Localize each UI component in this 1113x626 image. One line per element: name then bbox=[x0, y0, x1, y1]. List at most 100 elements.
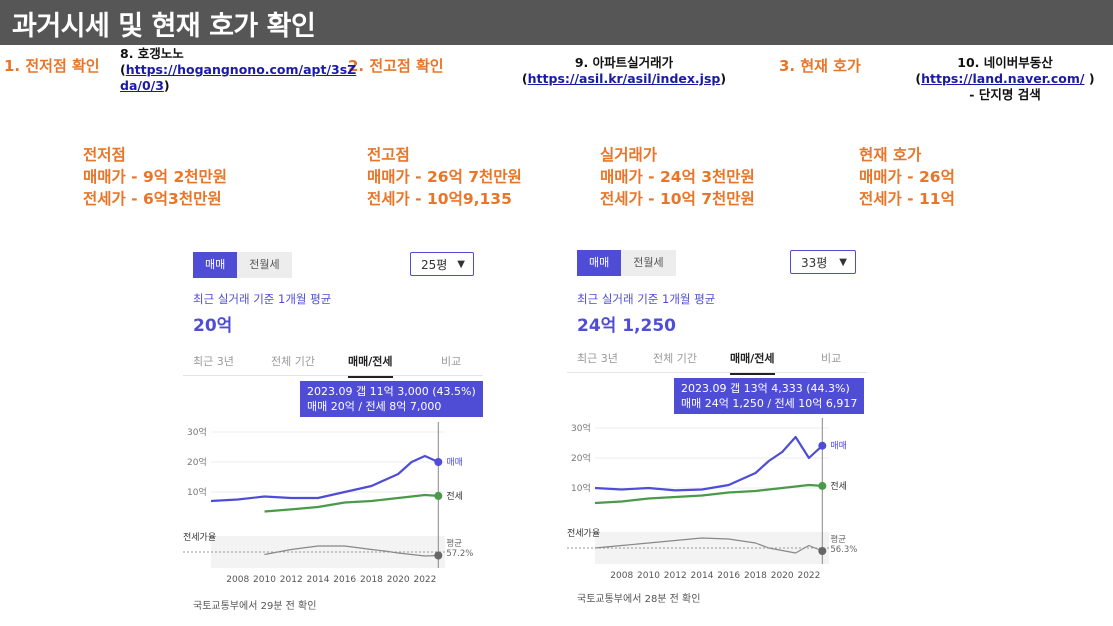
y-tick-label: 10억 bbox=[571, 482, 591, 494]
ratio-avg-value: 57.2% bbox=[446, 549, 473, 559]
x-tick-label: 2012 bbox=[664, 571, 687, 581]
summary-heading: 전고점 bbox=[367, 146, 410, 164]
tooltip-gap: 2023.09 갭 13억 4,333 (44.3%) bbox=[681, 382, 850, 395]
data-source-note: 국토교통부에서 28분 전 확인 bbox=[577, 594, 701, 605]
x-tick-label: 2014 bbox=[691, 571, 714, 581]
ratio-avg-value: 56.3% bbox=[830, 545, 857, 555]
step-2-label: 2. 전고점 확인 bbox=[348, 57, 444, 75]
price-card-25py: 매매 전월세 25평 ▼ 최근 실거래 기준 1개월 평균 20억 최근 3년 … bbox=[183, 252, 483, 617]
naver-land-link[interactable]: https://land.naver.com/ bbox=[921, 71, 1085, 86]
summary-low: 전저점 매매가 - 9억 2천만원 전세가 - 6억3천만원 bbox=[83, 144, 227, 210]
sale-series-label: 매매 bbox=[446, 457, 463, 468]
x-tick-label: 2022 bbox=[413, 575, 436, 585]
slide-title: 과거시세 및 현재 호가 확인 bbox=[12, 11, 316, 42]
paren-close: ) bbox=[163, 78, 170, 93]
chart-tooltip: 2023.09 갭 11억 3,000 (43.5%) 매매 20억 / 전세 … bbox=[300, 381, 483, 417]
ref-hogangnono-title: 8. 호갱노노 bbox=[120, 46, 184, 61]
jeonse-series-label: 전세 bbox=[830, 481, 847, 492]
jeonse-series-line bbox=[264, 493, 439, 513]
price-card-33py: 매매 전월세 33평 ▼ 최근 실거래 기준 1개월 평균 24억 1,250 … bbox=[567, 250, 867, 605]
x-tick-label: 2020 bbox=[387, 575, 410, 585]
data-source-note: 국토교통부에서 29분 전 확인 bbox=[193, 601, 317, 612]
summary-jeonse: 전세가 - 10억 7천만원 bbox=[600, 190, 755, 208]
ratio-series-line bbox=[264, 545, 439, 557]
tooltip-gap: 2023.09 갭 11억 3,000 (43.5%) bbox=[307, 385, 476, 398]
tab-sale-jeonse[interactable]: 매매/전세 bbox=[730, 350, 775, 375]
ratio-end-marker bbox=[434, 551, 443, 560]
y-tick-label: 20억 bbox=[187, 456, 207, 468]
avg-price: 24억 1,250 bbox=[577, 316, 676, 336]
ratio-series-line bbox=[594, 537, 823, 554]
paren-close: ) bbox=[720, 71, 727, 86]
tab-sale[interactable]: 매매 bbox=[193, 252, 238, 278]
ratio-avg-label: 평균 bbox=[830, 534, 846, 545]
x-tick-label: 2018 bbox=[744, 571, 767, 581]
tab-sale-jeonse[interactable]: 매매/전세 bbox=[348, 353, 393, 378]
tab-sale[interactable]: 매매 bbox=[577, 250, 622, 276]
ratio-avg-label: 평균 bbox=[446, 538, 462, 549]
ratio-axis-label: 전세가율 bbox=[567, 528, 600, 539]
ref-naver-note: - 단지명 검색 bbox=[969, 87, 1041, 102]
tab-compare[interactable]: 비교 bbox=[821, 352, 842, 365]
y-tick-label: 30억 bbox=[187, 426, 207, 438]
step-1-label: 1. 전저점 확인 bbox=[4, 57, 100, 75]
x-tick-label: 2018 bbox=[360, 575, 383, 585]
jeonse-end-marker bbox=[818, 481, 827, 490]
summary-sale: 매매가 - 26억 7천만원 bbox=[367, 168, 522, 186]
x-tick-label: 2010 bbox=[637, 571, 660, 581]
x-tick-label: 2022 bbox=[797, 571, 820, 581]
y-tick-label: 30억 bbox=[571, 422, 591, 434]
size-select[interactable]: 33평 ▼ bbox=[790, 250, 856, 274]
price-subtitle: 최근 실거래 기준 1개월 평균 bbox=[577, 292, 716, 306]
size-select[interactable]: 25평 ▼ bbox=[410, 252, 474, 276]
period-tabs: 최근 3년 전체 기간 매매/전세 비교 bbox=[567, 350, 867, 375]
y-tick-label: 20억 bbox=[571, 452, 591, 464]
summary-high: 전고점 매매가 - 26억 7천만원 전세가 - 10억9,135 bbox=[367, 144, 522, 210]
tab-all-period[interactable]: 전체 기간 bbox=[653, 352, 697, 365]
summary-sale: 매매가 - 9억 2천만원 bbox=[83, 168, 228, 186]
summary-heading: 전저점 bbox=[83, 146, 126, 164]
x-tick-label: 2016 bbox=[333, 575, 356, 585]
tooltip-prices: 매매 24억 1,250 / 전세 10억 6,917 bbox=[681, 397, 858, 410]
summary-heading: 현재 호가 bbox=[859, 146, 922, 164]
tab-recent-3y[interactable]: 최근 3년 bbox=[577, 352, 618, 365]
caret-down-icon: ▼ bbox=[839, 257, 847, 268]
tab-rent[interactable]: 전월세 bbox=[621, 250, 676, 276]
tab-rent[interactable]: 전월세 bbox=[237, 252, 292, 278]
ref-naver: 10. 네이버부동산 (https://land.naver.com/ ) - … bbox=[915, 55, 1095, 103]
jeonse-series-line bbox=[594, 483, 823, 505]
summary-sale: 매매가 - 26억 bbox=[859, 168, 955, 186]
paren-open: ( bbox=[120, 62, 126, 77]
paren-open: ( bbox=[521, 71, 528, 86]
summary-sale: 매매가 - 24억 3천만원 bbox=[600, 168, 755, 186]
x-tick-label: 2010 bbox=[253, 575, 276, 585]
hogangnono-link-line2[interactable]: da/0/3 bbox=[120, 78, 164, 93]
size-select-value: 25평 bbox=[421, 258, 448, 272]
step-3-label: 3. 현재 호가 bbox=[779, 57, 861, 75]
price-subtitle: 최근 실거래 기준 1개월 평균 bbox=[193, 292, 332, 306]
size-select-value: 33평 bbox=[801, 256, 828, 270]
tooltip-prices: 매매 20억 / 전세 8억 7,000 bbox=[307, 400, 442, 413]
ref-naver-title: 10. 네이버부동산 bbox=[957, 55, 1053, 70]
jeonse-end-marker bbox=[434, 491, 443, 500]
ref-asil-title: 9. 아파트실거래가 bbox=[574, 55, 674, 70]
summary-jeonse: 전세가 - 10억9,135 bbox=[367, 190, 512, 208]
sale-series-label: 매매 bbox=[830, 441, 847, 452]
paren-close: ) bbox=[1084, 71, 1095, 86]
hogangnono-link-line1[interactable]: https://hogangnono.com/apt/3sZ bbox=[125, 62, 357, 77]
ref-asil: 9. 아파트실거래가 (https://asil.kr/asil/index.j… bbox=[519, 55, 729, 87]
tab-compare[interactable]: 비교 bbox=[441, 355, 462, 368]
chart-tooltip: 2023.09 갭 13억 4,333 (44.3%) 매매 24억 1,250… bbox=[674, 378, 865, 414]
ref-hogangnono: 8. 호갱노노 (https://hogangnono.com/apt/3sZ … bbox=[120, 46, 356, 94]
jeonse-series-label: 전세 bbox=[446, 491, 463, 502]
ratio-axis-label: 전세가율 bbox=[183, 532, 216, 543]
summary-jeonse: 전세가 - 11억 bbox=[859, 190, 955, 208]
sale-series-line bbox=[210, 454, 439, 503]
tab-all-period[interactable]: 전체 기간 bbox=[271, 355, 315, 368]
asil-link[interactable]: https://asil.kr/asil/index.jsp bbox=[527, 71, 721, 86]
avg-price: 20억 bbox=[193, 316, 233, 336]
tab-recent-3y[interactable]: 최근 3년 bbox=[193, 355, 234, 368]
x-tick-label: 2008 bbox=[610, 571, 633, 581]
